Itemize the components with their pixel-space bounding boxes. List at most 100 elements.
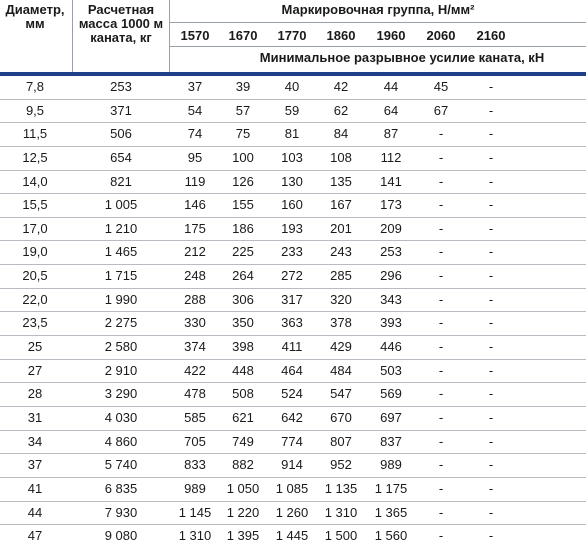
diameter-cell: 44: [27, 504, 43, 520]
table-row: 15,5 1 005 146 155 160 167 173 - -: [0, 194, 586, 218]
breaking-force-cell: -: [488, 480, 494, 496]
breaking-force-cell: -: [438, 504, 444, 520]
breaking-force-cell: 1 365: [374, 504, 408, 520]
breaking-force-cell: 75: [235, 126, 251, 142]
breaking-force-cell: -: [438, 291, 444, 307]
table-row: 27 2 910 422 448 464 484 503 - -: [0, 360, 586, 384]
table-row: 19,0 1 465 212 225 233 243 253 - -: [0, 241, 586, 266]
breaking-force-cell: -: [438, 268, 444, 284]
breaking-force-cell: 411: [281, 339, 303, 355]
diameter-cell: 27: [27, 362, 43, 378]
mass-header: Расчетная масса 1000 м каната, кг: [78, 2, 164, 45]
diameter-cell: 9,5: [25, 102, 45, 118]
breaking-force-cell: 343: [380, 291, 402, 307]
mass-cell: 6 835: [104, 480, 138, 496]
breaking-force-cell: 288: [184, 291, 206, 307]
breaking-force-cell: 44: [383, 79, 399, 94]
mass-cell: 5 740: [104, 457, 138, 473]
breaking-force-cell: -: [488, 409, 494, 425]
breaking-force-cell: 1 135: [324, 480, 358, 496]
breaking-force-cell: 74: [187, 126, 203, 142]
breaking-force-cell: 87: [383, 126, 399, 142]
breaking-force-cell: 225: [232, 244, 254, 260]
table-row: 25 2 580 374 398 411 429 446 - -: [0, 336, 586, 360]
breaking-force-cell: 642: [281, 409, 303, 425]
breaking-force-cell: 914: [281, 457, 303, 473]
breaking-force-cell: 209: [380, 220, 402, 236]
breaking-force-cell: 1 445: [275, 528, 309, 544]
table-row: 37 5 740 833 882 914 952 989 - -: [0, 454, 586, 478]
breaking-force-cell: 882: [232, 457, 254, 473]
breaking-force-cell: 103: [281, 149, 303, 165]
diameter-cell: 17,0: [22, 220, 48, 236]
breaking-force-cell: 296: [380, 268, 402, 284]
table-row: 14,0 821 119 126 130 135 141 - -: [0, 171, 586, 195]
mass-cell: 253: [110, 79, 132, 94]
mass-cell: 2 580: [104, 339, 138, 355]
table-row: 20,5 1 715 248 264 272 285 296 - -: [0, 265, 586, 289]
table-header: Диаметр, мм Расчетная масса 1000 м канат…: [0, 0, 586, 74]
breaking-force-cell: 484: [330, 362, 352, 378]
breaking-force-cell: 837: [380, 433, 402, 449]
breaking-force-cell: 1 395: [226, 528, 260, 544]
mass-cell: 9 080: [104, 528, 138, 544]
breaking-force-cell: 193: [281, 220, 303, 236]
diameter-cell: 37: [27, 457, 43, 473]
breaking-force-cell: 119: [184, 173, 206, 189]
breaking-force-cell: -: [438, 315, 444, 331]
mass-cell: 3 290: [104, 386, 138, 402]
breaking-force-cell: 508: [232, 386, 254, 402]
breaking-force-cell: 1 145: [178, 504, 212, 520]
breaking-force-cell: 621: [232, 409, 254, 425]
breaking-force-cell: 952: [330, 457, 352, 473]
table-row: 31 4 030 585 621 642 670 697 - -: [0, 407, 586, 431]
breaking-force-cell: 1 500: [324, 528, 358, 544]
breaking-force-cell: -: [488, 362, 494, 378]
breaking-force-cell: 57: [235, 102, 251, 118]
breaking-force-cell: -: [488, 268, 494, 284]
breaking-force-cell: -: [488, 291, 494, 307]
breaking-force-cell: 374: [184, 339, 206, 355]
diameter-cell: 22,0: [22, 291, 48, 307]
breaking-force-cell: 67: [433, 102, 449, 118]
grade-group-header: Маркировочная группа, Н/мм²: [281, 2, 475, 17]
table-row: 47 9 080 1 310 1 395 1 445 1 500 1 560 - -: [0, 525, 586, 549]
breaking-force-cell: 585: [184, 409, 206, 425]
diameter-cell: 12,5: [22, 149, 48, 165]
breaking-force-cell: 807: [330, 433, 352, 449]
breaking-force-cell: -: [438, 220, 444, 236]
breaking-force-cell: 320: [330, 291, 352, 307]
breaking-force-cell: -: [488, 315, 494, 331]
breaking-force-cell: -: [438, 173, 444, 189]
table-row: 22,0 1 990 288 306 317 320 343 - -: [0, 289, 586, 313]
mass-cell: 371: [110, 102, 132, 118]
breaking-force-cell: 350: [232, 315, 254, 331]
grade-header-cell: 1960: [376, 28, 406, 43]
breaking-force-cell: -: [488, 197, 494, 213]
breaking-force-cell: 186: [232, 220, 254, 236]
breaking-force-cell: 464: [281, 362, 303, 378]
breaking-force-cell: 1 310: [324, 504, 358, 520]
breaking-force-cell: 201: [330, 220, 352, 236]
grade-header-cell: 1770: [277, 28, 307, 43]
mass-cell: 1 990: [104, 291, 138, 307]
breaking-force-cell: 272: [281, 268, 303, 284]
breaking-force-cell: -: [438, 362, 444, 378]
breaking-force-cell: 141: [380, 173, 402, 189]
breaking-force-cell: 774: [281, 433, 303, 449]
breaking-force-cell: -: [488, 504, 494, 520]
breaking-force-cell: -: [438, 126, 444, 142]
breaking-force-cell: 547: [330, 386, 352, 402]
breaking-force-cell: -: [488, 79, 494, 94]
breaking-force-cell: 503: [380, 362, 402, 378]
breaking-force-cell: -: [438, 386, 444, 402]
breaking-force-cell: 330: [184, 315, 206, 331]
breaking-force-header: Минимальное разрывное усилие каната, кН: [259, 50, 545, 65]
breaking-force-cell: 833: [184, 457, 206, 473]
diameter-cell: 34: [27, 433, 43, 449]
mass-cell: 821: [110, 173, 132, 189]
breaking-force-cell: 233: [281, 244, 303, 260]
mass-cell: 2 275: [104, 315, 138, 331]
breaking-force-cell: 84: [333, 126, 349, 142]
